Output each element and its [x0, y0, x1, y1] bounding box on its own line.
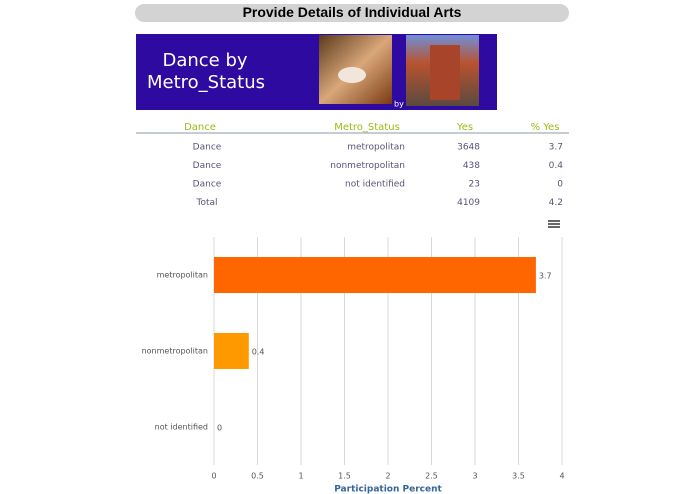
table-cell: 23 [469, 180, 480, 190]
x-tick-label: 4 [559, 472, 564, 481]
table-cell: 3.7 [549, 143, 563, 153]
data-label: 0 [217, 424, 222, 433]
table-cell: 4.2 [549, 198, 563, 208]
menu-icon[interactable] [548, 220, 560, 228]
header-bar [135, 4, 569, 22]
banner-by: by [394, 100, 404, 109]
table-cell: 4109 [457, 198, 480, 208]
table-cell: 3648 [457, 143, 480, 153]
table-header: Dance [184, 122, 216, 133]
table-cell: 438 [463, 161, 480, 171]
table-header: % Yes [531, 122, 560, 133]
y-tick-label: nonmetropolitan [142, 347, 208, 356]
table-cell: not identified [345, 180, 405, 190]
data-label: 3.7 [539, 272, 552, 281]
table-cell: Total [195, 198, 217, 208]
building-figure [430, 45, 460, 100]
banner-title: Metro_Status [147, 72, 265, 93]
x-tick-label: 0 [211, 472, 216, 481]
data-label: 0.4 [252, 348, 265, 357]
table-cell: metropolitan [347, 143, 405, 153]
y-tick-label: not identified [155, 423, 208, 432]
x-tick-label: 1.5 [338, 472, 351, 481]
x-tick-label: 3.5 [512, 472, 525, 481]
x-tick-label: 2 [385, 472, 390, 481]
table-cell: 0 [557, 180, 563, 190]
table-header: Yes [456, 122, 473, 133]
table-cell: nonmetropolitan [330, 161, 405, 171]
table-cell: Dance [193, 180, 222, 190]
table-cell: 0.4 [549, 161, 564, 171]
header-title: Provide Details of Individual Arts [243, 4, 462, 20]
x-axis-title: Participation Percent [334, 485, 442, 494]
x-tick-label: 0.5 [251, 472, 264, 481]
x-tick-label: 3 [472, 472, 477, 481]
x-tick-label: 1 [298, 472, 303, 481]
bar [214, 257, 536, 293]
bar [214, 333, 249, 369]
table-cell: Dance [193, 161, 222, 171]
x-tick-label: 2.5 [425, 472, 438, 481]
table-cell: Dance [193, 143, 222, 153]
banner-title: Dance by [162, 50, 247, 71]
y-tick-label: metropolitan [157, 271, 208, 280]
table-header: Metro_Status [334, 122, 400, 133]
dancer-figure [338, 67, 366, 83]
